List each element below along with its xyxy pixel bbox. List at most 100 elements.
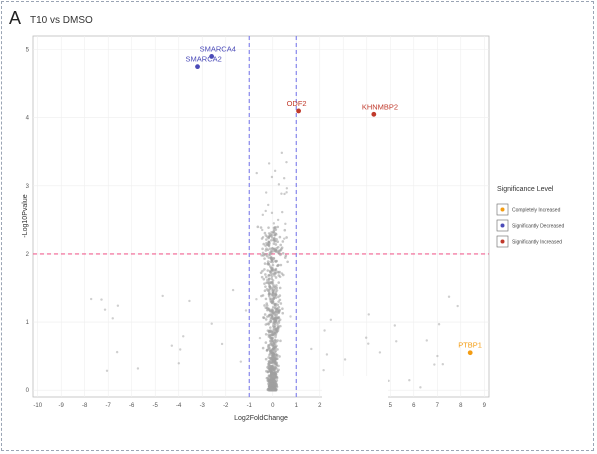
data-point	[276, 327, 280, 331]
data-point	[105, 369, 109, 373]
data-point	[272, 222, 276, 225]
data-point	[267, 226, 270, 229]
data-point	[89, 297, 93, 301]
data-point	[276, 240, 280, 244]
data-point	[280, 151, 284, 155]
data-point	[269, 319, 272, 323]
legend-swatch	[500, 207, 505, 212]
data-point	[268, 378, 272, 382]
data-point	[270, 175, 274, 179]
data-point	[271, 339, 274, 342]
data-point	[266, 329, 270, 332]
data-point	[275, 353, 278, 357]
data-point	[262, 316, 265, 319]
data-point	[283, 228, 287, 232]
data-point	[239, 360, 243, 363]
data-point	[273, 360, 277, 364]
data-point	[274, 372, 278, 376]
x-tick-label: -9	[59, 403, 65, 409]
x-tick-label: -7	[106, 403, 112, 409]
data-point	[271, 311, 275, 314]
data-point	[278, 355, 281, 358]
data-point	[266, 388, 270, 392]
data-point	[267, 307, 271, 311]
data-point	[100, 298, 103, 301]
gene-label: SMARCA2	[186, 55, 222, 64]
x-tick-label: -10	[33, 403, 42, 409]
data-point	[279, 263, 283, 267]
data-point	[177, 362, 181, 365]
data-point	[267, 280, 271, 283]
x-tick-label: 0	[271, 403, 275, 409]
significant-point	[296, 108, 302, 114]
threshold-lines	[33, 36, 489, 397]
data-point	[272, 355, 276, 359]
data-point	[277, 295, 280, 299]
data-point	[283, 192, 286, 196]
data-point	[263, 253, 266, 256]
data-point	[256, 225, 260, 229]
x-tick-label: 8	[459, 403, 463, 409]
x-tick-label: 5	[389, 403, 393, 409]
data-point	[261, 269, 264, 273]
data-point	[270, 293, 274, 297]
data-point	[378, 351, 382, 354]
data-point	[271, 281, 275, 284]
data-point	[273, 239, 276, 243]
data-point	[260, 254, 263, 257]
y-axis-label: -Log10Pvalue	[22, 194, 29, 237]
data-point	[271, 272, 274, 276]
occluding-patch	[322, 376, 388, 412]
data-point	[266, 370, 270, 374]
x-tick-label: 7	[436, 403, 440, 409]
data-point	[264, 323, 268, 326]
data-point	[272, 296, 276, 300]
data-point	[272, 242, 276, 245]
data-point	[267, 256, 271, 259]
data-point	[273, 169, 277, 173]
data-point	[285, 187, 289, 190]
data-point	[272, 368, 276, 371]
data-point	[271, 324, 275, 328]
data-point	[284, 254, 288, 258]
data-point	[274, 228, 278, 231]
data-point	[264, 357, 268, 361]
data-point	[278, 235, 282, 239]
data-point	[266, 308, 269, 312]
legend-label: Significantly Decreased	[512, 224, 564, 230]
data-point	[273, 338, 277, 342]
data-point	[161, 294, 164, 298]
data-point	[274, 310, 277, 314]
data-point	[274, 357, 277, 361]
significant-point	[195, 64, 200, 70]
data-point	[264, 234, 268, 237]
data-point	[408, 378, 411, 382]
data-point	[277, 274, 281, 277]
data-point	[267, 344, 270, 347]
data-point	[276, 348, 279, 351]
data-point	[280, 272, 284, 275]
background-points	[89, 151, 459, 392]
data-point	[343, 358, 347, 361]
gene-label: KHNMBP2	[362, 102, 398, 111]
data-point	[277, 281, 281, 284]
data-point	[393, 324, 397, 327]
data-point	[115, 350, 119, 354]
data-point	[270, 211, 274, 215]
gene-label: SMARCA4	[200, 44, 236, 53]
data-point	[273, 271, 277, 274]
data-point	[266, 376, 270, 380]
data-point	[283, 237, 286, 240]
data-point	[264, 332, 268, 336]
data-point	[329, 318, 333, 322]
data-point	[284, 222, 287, 226]
data-point	[263, 257, 266, 260]
data-point	[271, 364, 275, 367]
data-point	[261, 213, 265, 217]
data-point	[264, 191, 268, 194]
data-point	[266, 269, 270, 272]
y-tick-label: 4	[26, 116, 30, 122]
data-point	[263, 282, 266, 285]
grid-lines	[33, 36, 489, 397]
